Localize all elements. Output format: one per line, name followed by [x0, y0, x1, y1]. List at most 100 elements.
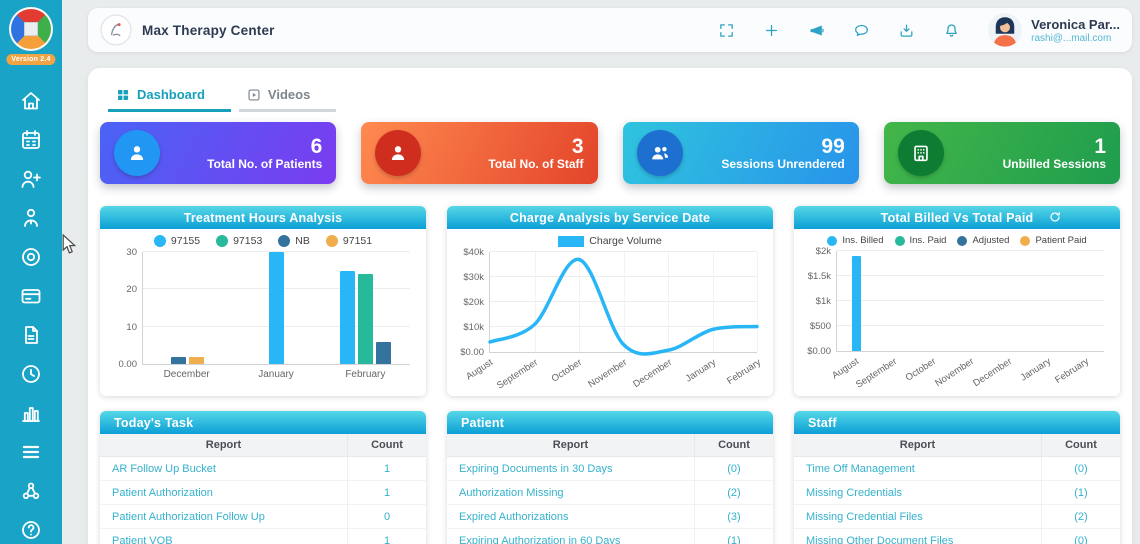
sidebar-item-targets[interactable] — [19, 245, 43, 269]
chart-header: Total Billed Vs Total Paid — [794, 206, 1120, 229]
grid-line — [579, 252, 580, 352]
bar-group — [232, 252, 321, 364]
refresh-icon[interactable] — [1048, 210, 1062, 224]
bar-group — [1066, 251, 1104, 351]
report-link[interactable]: Missing Credentials — [806, 486, 902, 499]
table-row[interactable]: Time Off Management (0) — [794, 457, 1120, 481]
tab-videos[interactable]: Videos — [238, 84, 337, 112]
table-row[interactable]: AR Follow Up Bucket 1 — [100, 457, 426, 481]
line-series — [490, 252, 757, 352]
stat-icon-circle — [636, 130, 683, 176]
report-link[interactable]: AR Follow Up Bucket — [112, 462, 216, 475]
table-row[interactable]: Authorization Missing (2) — [447, 481, 773, 505]
calendar-icon — [19, 128, 43, 152]
stat-card-total-no-of-patients[interactable]: 6 Total No. of Patients — [100, 122, 337, 184]
sidebar-item-calendar[interactable] — [19, 128, 43, 152]
report-link[interactable]: Patient Authorization Follow Up — [112, 510, 265, 523]
sidebar-item-documents[interactable] — [19, 323, 43, 347]
stat-card-unbilled-sessions[interactable]: 1 Unbilled Sessions — [883, 122, 1120, 184]
plot-area — [836, 250, 1104, 352]
table-row[interactable]: Patient Authorization Follow Up 0 — [100, 505, 426, 529]
stat-value: 6 — [310, 134, 323, 158]
report-link[interactable]: Expiring Authorization in 60 Days — [459, 534, 621, 544]
fullscreen-button[interactable] — [718, 22, 735, 39]
sidebar-item-time-clock[interactable] — [19, 362, 43, 386]
x-axis-label: February — [345, 369, 386, 380]
notifications-button[interactable] — [943, 22, 960, 39]
sidebar-item-add-patient[interactable] — [19, 167, 43, 191]
add-button[interactable] — [763, 22, 780, 39]
stat-card-total-no-of-staff[interactable]: 3 Total No. of Staff — [361, 122, 598, 184]
table-row[interactable]: Missing Credentials (1) — [794, 481, 1120, 505]
announcements-button[interactable] — [808, 22, 825, 39]
app-logo-icon[interactable] — [9, 7, 53, 51]
sidebar-item-menu[interactable] — [19, 440, 43, 464]
column-header-count: Count — [694, 434, 773, 456]
user-avatar — [988, 13, 1023, 47]
report-link[interactable]: Missing Credential Files — [806, 510, 923, 523]
bar — [376, 341, 391, 364]
chart-legend: 97155 97153 NB 97151 — [100, 235, 426, 247]
legend-item[interactable]: NB — [278, 235, 310, 247]
legend-item[interactable]: Patient Paid — [1020, 235, 1087, 246]
legend-item[interactable]: Adjusted — [957, 235, 1009, 246]
legend-dot — [278, 235, 291, 247]
legend-item[interactable]: Ins. Paid — [894, 235, 946, 246]
chat-button[interactable] — [853, 22, 870, 39]
x-axis-label: August — [464, 357, 495, 383]
chart-plot: $0.00 $500 $1k $1.5k $2k August September Octob… — [800, 246, 1112, 396]
column-header-report: Report — [205, 439, 242, 451]
sidebar-item-network[interactable] — [19, 479, 43, 503]
legend-swatch — [558, 235, 585, 247]
y-axis-label: $2k — [815, 246, 831, 257]
table-row[interactable]: Expired Authorizations (3) — [447, 505, 773, 529]
table-row[interactable]: Expiring Documents in 30 Days (0) — [447, 457, 773, 481]
tab-videos-label: Videos — [267, 87, 311, 102]
table-row[interactable]: Missing Credential Files (2) — [794, 505, 1120, 529]
report-link[interactable]: Patient VOB — [112, 534, 173, 544]
legend-item[interactable]: 97155 — [153, 235, 200, 247]
x-axis-label: August — [830, 356, 862, 382]
bar-group — [837, 251, 875, 351]
table-row[interactable]: Patient VOB 1 — [100, 529, 426, 544]
legend-item[interactable]: 97153 — [216, 235, 262, 247]
x-axis-label: November — [586, 357, 629, 391]
targets-icon — [19, 245, 43, 269]
table-card-patient: Patient Report Count Expiring Documents in … — [447, 411, 773, 544]
sidebar-item-help[interactable] — [19, 518, 43, 542]
legend-item[interactable]: 97151 — [325, 235, 372, 247]
help-icon — [19, 518, 43, 542]
report-count: 0 — [347, 505, 426, 528]
legend-item[interactable]: Charge Volume — [558, 235, 662, 247]
announcements-icon — [808, 22, 825, 39]
sidebar-item-staff[interactable] — [19, 206, 43, 230]
table-row[interactable]: Missing Other Document Files (0) — [794, 529, 1120, 544]
table-title: Staff — [794, 411, 1120, 434]
report-link[interactable]: Time Off Management — [806, 462, 915, 475]
sidebar-item-billing-card[interactable] — [19, 284, 43, 308]
user-menu[interactable]: Veronica Par... rashi@...mail.com — [988, 13, 1120, 47]
legend-dot — [325, 235, 338, 247]
report-link[interactable]: Missing Other Document Files — [806, 534, 954, 544]
report-link[interactable]: Patient Authorization — [112, 486, 213, 499]
report-link[interactable]: Authorization Missing — [459, 486, 564, 499]
documents-icon — [19, 323, 43, 347]
x-axis-label: December — [630, 357, 674, 391]
legend-dot — [1020, 235, 1031, 246]
table-row[interactable]: Expiring Authorization in 60 Days (1) — [447, 529, 773, 544]
tab-dashboard[interactable]: Dashboard — [108, 84, 231, 112]
sidebar-item-home[interactable] — [19, 89, 43, 113]
report-link[interactable]: Expiring Documents in 30 Days — [459, 462, 613, 475]
stat-card-sessions-unrendered[interactable]: 99 Sessions Unrendered — [622, 122, 859, 184]
bar — [358, 274, 373, 364]
download-button[interactable] — [898, 22, 915, 39]
mouse-cursor — [62, 233, 78, 260]
legend-item[interactable]: Ins. Billed — [827, 235, 884, 246]
x-axis-label: January — [683, 357, 719, 385]
plot-area — [142, 251, 410, 365]
y-axis-label: $40k — [463, 247, 484, 258]
report-link[interactable]: Expired Authorizations — [459, 510, 569, 523]
chart-legend: Ins. Billed Ins. Paid Adjusted Patient Paid — [794, 235, 1120, 246]
table-row[interactable]: Patient Authorization 1 — [100, 481, 426, 505]
sidebar-item-reports-chart[interactable] — [19, 401, 43, 425]
